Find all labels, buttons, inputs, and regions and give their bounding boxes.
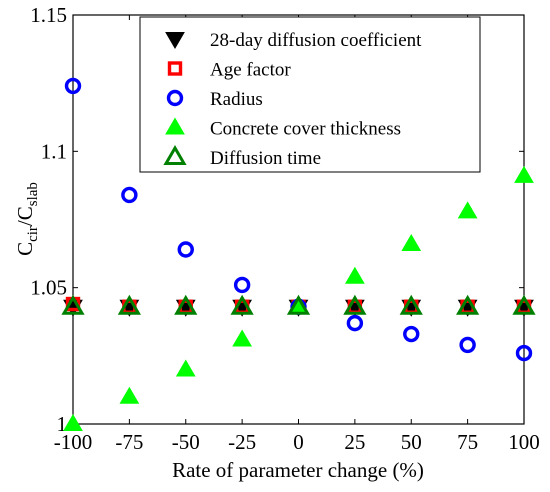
y-label-sub-cir: cir xyxy=(25,226,41,242)
legend-label: Age factor xyxy=(210,60,291,81)
data-point xyxy=(399,294,423,315)
data-markers xyxy=(61,77,536,431)
data-point xyxy=(174,294,198,315)
data-point xyxy=(175,359,196,377)
data-point xyxy=(401,234,422,252)
y-label-main: C xyxy=(13,242,37,256)
series-4 xyxy=(61,294,536,315)
legend-marker xyxy=(165,32,185,49)
legend-marker xyxy=(167,61,183,76)
x-tick-label: -50 xyxy=(172,430,200,454)
y-tick-label: 1.1 xyxy=(41,139,67,163)
y-tick-label: 1.05 xyxy=(30,276,67,300)
legend-marker xyxy=(165,117,185,135)
data-point xyxy=(459,336,476,354)
y-label-sub-slab: slab xyxy=(25,182,41,206)
x-tick-label: -100 xyxy=(54,430,93,454)
data-point xyxy=(286,294,311,315)
y-tick-label: 1 xyxy=(57,412,68,436)
x-tick-label: 75 xyxy=(457,430,478,454)
data-point xyxy=(456,294,480,315)
legend-items: 28-day diffusion coefficient Age factor Ra… xyxy=(163,30,422,169)
x-tick-label: 100 xyxy=(508,430,540,454)
data-point xyxy=(230,294,254,315)
legend-label: Radius xyxy=(210,89,263,110)
axis-ticks: -100 -75 -50 -25 0 25 50 75 100 1 1.05 1.1 1.15 xyxy=(30,3,540,454)
data-point xyxy=(233,276,251,294)
x-axis-label: Rate of parameter change (%) xyxy=(172,458,424,482)
data-point xyxy=(515,344,533,362)
legend-label: 28-day diffusion coefficient xyxy=(210,30,422,51)
legend-label: Concrete cover thickness xyxy=(210,119,401,140)
data-point xyxy=(345,266,365,284)
data-point xyxy=(343,294,367,315)
data-point xyxy=(61,294,85,315)
legend-item: 28-day diffusion coefficient xyxy=(165,30,422,51)
data-point xyxy=(512,294,536,315)
legend-marker xyxy=(163,145,187,165)
data-point xyxy=(63,414,83,431)
legend-marker xyxy=(166,89,184,107)
legend-box xyxy=(139,16,481,173)
data-point xyxy=(514,165,534,183)
data-point xyxy=(457,201,478,219)
data-point xyxy=(403,325,420,343)
x-tick-label: -25 xyxy=(228,430,256,454)
legend-item: Radius xyxy=(166,89,263,110)
legend-item: Concrete cover thickness xyxy=(165,117,401,140)
data-point xyxy=(232,329,252,347)
data-point xyxy=(119,386,140,404)
y-label-separator: /C xyxy=(13,206,37,226)
legend-label: Diffusion time xyxy=(210,148,321,169)
data-point xyxy=(177,241,194,258)
y-axis-label: Ccir/Cslab xyxy=(13,182,41,256)
y-tick-label: 1.15 xyxy=(30,3,67,27)
legend-item: Diffusion time xyxy=(163,145,321,169)
legend: 28-day diffusion coefficient Age factor Ra… xyxy=(139,16,481,173)
series-3 xyxy=(63,165,534,431)
legend-item: Age factor xyxy=(167,60,291,81)
data-point xyxy=(346,314,364,332)
data-point xyxy=(117,294,141,315)
x-tick-label: 25 xyxy=(344,430,365,454)
x-tick-label: 50 xyxy=(401,430,422,454)
data-point xyxy=(64,77,82,95)
x-tick-label: -75 xyxy=(115,430,143,454)
data-point xyxy=(121,186,138,204)
x-tick-label: 0 xyxy=(293,430,304,454)
